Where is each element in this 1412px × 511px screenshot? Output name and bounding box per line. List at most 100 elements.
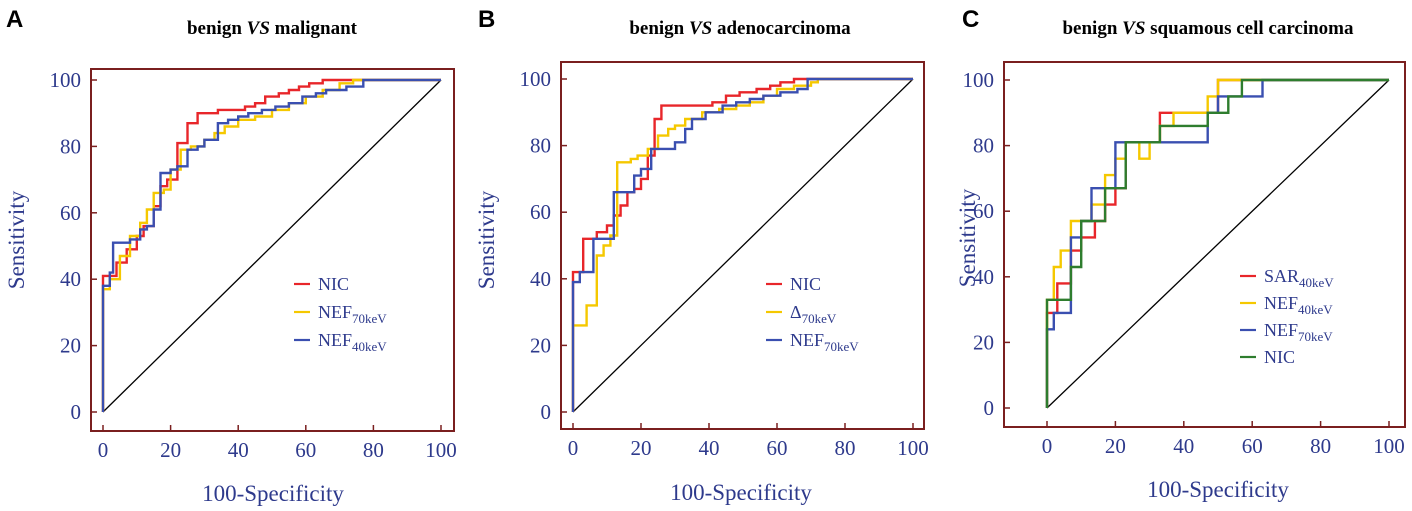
y-tick-label: 60 bbox=[530, 200, 551, 224]
x-tick-label: 60 bbox=[1242, 434, 1263, 458]
legend-entry: NIC bbox=[1264, 347, 1295, 367]
title-part: squamous cell carcinoma bbox=[1145, 18, 1354, 39]
legend-main: NEF bbox=[790, 330, 824, 350]
y-tick-label: 0 bbox=[71, 400, 82, 424]
x-tick-label: 100 bbox=[1373, 434, 1405, 458]
y-tick-label: 80 bbox=[530, 134, 551, 158]
y-tick-label: 20 bbox=[973, 330, 994, 354]
x-tick-label: 80 bbox=[363, 438, 384, 462]
x-tick-label: 60 bbox=[767, 436, 788, 460]
panel-letter: A bbox=[6, 6, 23, 33]
legend-sub: 70keV bbox=[352, 311, 387, 326]
roc-line-NEF40keV bbox=[101, 78, 441, 412]
x-axis-label: 100-Specificity bbox=[670, 480, 812, 505]
panel-title: benign VS adenocarcinoma bbox=[629, 18, 851, 39]
x-axis-label: 100-Specificity bbox=[1147, 477, 1289, 502]
y-tick-label: 0 bbox=[984, 396, 995, 420]
x-tick-label: 0 bbox=[1042, 434, 1053, 458]
legend-entry: Δ70keV bbox=[790, 302, 837, 326]
y-axis-label: Sensitivity bbox=[955, 188, 980, 287]
legend-sub: 70keV bbox=[1298, 329, 1333, 344]
plot-frame bbox=[1003, 61, 1406, 428]
legend-sub: 40keV bbox=[1298, 302, 1333, 317]
y-tick-label: 60 bbox=[973, 199, 994, 223]
x-axis-label: 100-Specificity bbox=[202, 481, 344, 506]
y-tick-label: 20 bbox=[530, 333, 551, 357]
legend-entry: NIC bbox=[318, 274, 349, 294]
y-tick-label: 100 bbox=[50, 68, 82, 92]
y-tick-label: 60 bbox=[60, 201, 81, 225]
legend-entry: NIC bbox=[790, 274, 821, 294]
y-tick-label: 40 bbox=[973, 265, 994, 289]
legend-main: NEF bbox=[1264, 320, 1298, 340]
title-part: benign bbox=[629, 18, 689, 39]
reference-diagonal bbox=[572, 78, 914, 413]
plot-frame bbox=[560, 61, 925, 430]
legend: NIC NEF70keV NEF40keV bbox=[294, 274, 387, 354]
legend-main: SAR bbox=[1264, 266, 1299, 286]
x-tick-label: 60 bbox=[295, 438, 316, 462]
title-part: VS bbox=[247, 18, 270, 39]
legend-main: NEF bbox=[318, 330, 352, 350]
y-tick-label: 100 bbox=[963, 68, 995, 92]
x-tick-label: 40 bbox=[1173, 434, 1194, 458]
legend-main: NEF bbox=[1264, 293, 1298, 313]
legend-entry: NEF70keV bbox=[1264, 320, 1333, 344]
x-tick-label: 20 bbox=[631, 436, 652, 460]
y-axis-label: Sensitivity bbox=[4, 190, 29, 289]
x-tick-label: 100 bbox=[425, 438, 457, 462]
y-tick-label: 80 bbox=[60, 134, 81, 158]
legend-entry: NEF70keV bbox=[318, 302, 387, 326]
x-tick-label: 20 bbox=[160, 438, 181, 462]
legend-sub: 40keV bbox=[1299, 275, 1334, 290]
y-tick-label: 20 bbox=[60, 334, 81, 358]
legend-sub: 70keV bbox=[802, 311, 837, 326]
legend-entry: NEF40keV bbox=[1264, 293, 1333, 317]
y-axis-label: Sensitivity bbox=[474, 190, 499, 289]
panel-title: benign VS malignant bbox=[187, 18, 358, 39]
y-tick-label: 40 bbox=[530, 267, 551, 291]
title-part: VS bbox=[1122, 18, 1145, 39]
y-tick-label: 0 bbox=[541, 400, 552, 424]
x-tick-label: 0 bbox=[568, 436, 579, 460]
legend-sub: 40keV bbox=[352, 339, 387, 354]
title-part: VS bbox=[689, 18, 712, 39]
legend-entry: NEF70keV bbox=[790, 330, 859, 354]
x-tick-label: 40 bbox=[228, 438, 249, 462]
legend-main: NIC bbox=[318, 274, 349, 294]
x-tick-label: 40 bbox=[699, 436, 720, 460]
x-tick-label: 0 bbox=[98, 438, 109, 462]
legend-entry: NEF40keV bbox=[318, 330, 387, 354]
roc-line-NIC bbox=[1045, 78, 1389, 408]
legend-main: NIC bbox=[1264, 347, 1295, 367]
panel-letter: B bbox=[478, 6, 495, 33]
x-tick-label: 80 bbox=[835, 436, 856, 460]
reference-diagonal bbox=[102, 79, 442, 413]
y-tick-label: 100 bbox=[520, 67, 552, 91]
x-tick-label: 20 bbox=[1105, 434, 1126, 458]
reference-diagonal bbox=[1046, 79, 1390, 409]
legend-main: Δ bbox=[790, 302, 802, 322]
title-part: benign bbox=[187, 18, 247, 39]
plot-frame bbox=[90, 68, 455, 432]
panel-title: benign VS squamous cell carcinoma bbox=[1062, 18, 1354, 39]
panel-letter: C bbox=[962, 6, 979, 33]
legend-main: NIC bbox=[790, 274, 821, 294]
y-tick-label: 40 bbox=[60, 267, 81, 291]
legend-entry: SAR40keV bbox=[1264, 266, 1334, 290]
x-tick-label: 80 bbox=[1310, 434, 1331, 458]
y-tick-label: 80 bbox=[973, 134, 994, 158]
legend-sub: 70keV bbox=[824, 339, 859, 354]
roc-line-NEF70keV bbox=[571, 77, 913, 412]
roc-line-NIC bbox=[571, 77, 913, 412]
x-tick-label: 100 bbox=[897, 436, 929, 460]
title-part: malignant bbox=[270, 18, 358, 39]
roc-line-Δ70keV bbox=[571, 77, 913, 412]
title-part: adenocarcinoma bbox=[712, 18, 851, 39]
